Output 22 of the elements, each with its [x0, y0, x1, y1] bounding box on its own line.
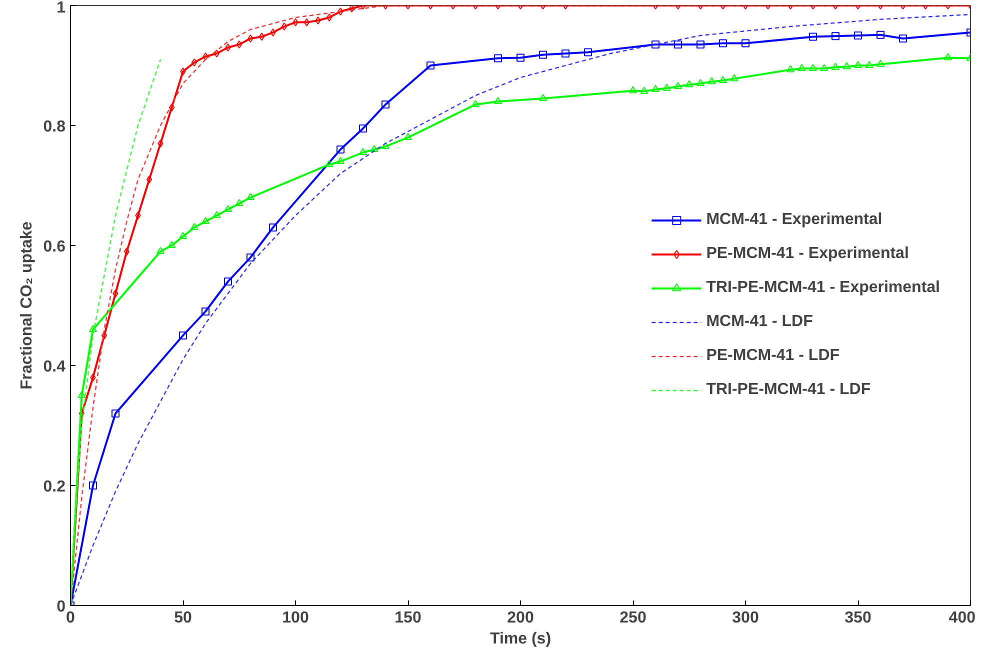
legend-label: TRI-PE-MCM-41 - Experimental: [706, 279, 940, 297]
x-tick-label: 200: [507, 610, 534, 626]
y-tick-label: 1: [56, 0, 66, 16]
x-tick-label: 100: [282, 610, 309, 626]
y-tick-label: 0.6: [43, 238, 66, 256]
y-axis-title: Fractional CO₂ uptake: [18, 221, 36, 390]
legend-label: MCM-41 - Experimental: [706, 211, 882, 229]
legend-label: PE-MCM-41 - LDF: [706, 347, 840, 365]
x-tick-label: 400: [948, 610, 976, 626]
y-tick-label: 0.2: [43, 478, 66, 496]
x-tick-label: 150: [394, 610, 422, 626]
y-tick-label: 0.4: [43, 358, 66, 376]
x-tick-label: 50: [174, 610, 192, 626]
x-axis-title: Time (s): [490, 630, 552, 648]
x-tick-label: 300: [732, 610, 759, 626]
y-tick-label: 0: [56, 598, 66, 616]
legend-label: TRI-PE-MCM-41 - LDF: [706, 381, 871, 399]
x-tick-label: 350: [844, 610, 872, 626]
legend-label: MCM-41 - LDF: [706, 313, 813, 331]
x-tick-label: 250: [620, 610, 646, 626]
legend-label: PE-MCM-41 - Experimental: [706, 245, 909, 263]
y-tick-label: 0.8: [43, 118, 66, 136]
